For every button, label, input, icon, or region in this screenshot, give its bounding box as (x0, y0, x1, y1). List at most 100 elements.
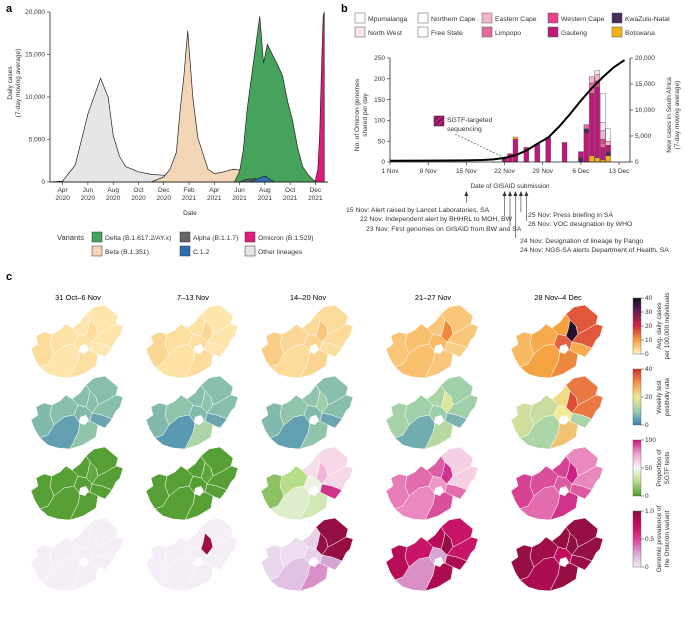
map-14-20-nov (260, 375, 354, 450)
legend-label-alpha-b-1-1-7: Alpha (B.1.1.7) (193, 235, 238, 242)
map-7-13-nov (145, 304, 239, 379)
panel-a-ylabel-line2: (7-day moving average) (15, 49, 22, 118)
panel-b-axes: 0 50 100 150 200 250 0 5,000 10,000 15,000 20,000 1… (374, 55, 655, 175)
panel-a-xtick-year: 2021 (232, 195, 247, 202)
panel-b-ytick-label: 50 (378, 138, 386, 145)
panel-a-xtick-year: 2021 (308, 195, 323, 202)
panel-a-xtick-month: Oct (133, 187, 143, 194)
panel-b-y2tick-label: 10,000 (635, 107, 655, 114)
bar-segment-botswana (605, 155, 611, 163)
lesotho-region (434, 557, 444, 567)
colorbar-label-line1: Weekly test (656, 380, 663, 414)
lesotho-region (79, 415, 89, 425)
colorbar-tick-label: 40 (645, 295, 653, 302)
map-14-20-nov (260, 304, 354, 379)
province-region (91, 536, 124, 562)
timeline-arrowhead (508, 191, 512, 196)
bar-segment-north-west (600, 122, 606, 131)
panel-a-xtick-month: Jun (83, 187, 94, 194)
bar-segment-gauteng (583, 132, 589, 163)
panel-b-bars (501, 70, 611, 163)
colorbar-label-line2: SGTF tests (664, 451, 671, 485)
timeline-entry: 24 Nov: Designation of lineage by Pango (520, 238, 643, 245)
b-legend-label-kwazulu-natal: KwaZulu-Natal (625, 16, 670, 23)
province-region (446, 465, 479, 491)
b-legend-label-limpopo: Limpopo (495, 30, 521, 37)
lesotho-region (309, 344, 319, 354)
province-region (446, 394, 479, 420)
panel-a-axes: 05,00010,00015,00020,000Apr2020Jun2020Au… (25, 9, 328, 202)
panel-a-xtick-month: Aug (259, 187, 271, 194)
sgtf-hatch-swatch (433, 115, 445, 127)
panel-b-y2tick-label: 0 (635, 159, 639, 166)
bar-segment-gauteng (605, 145, 611, 152)
panel-a-ytick-label: 5,000 (29, 137, 46, 144)
lesotho-region (559, 344, 569, 354)
bar-segment-limpopo (583, 124, 589, 129)
panel-c-column-title: 31 Oct–6 Nov (55, 293, 101, 302)
panel-letter-b: b (341, 3, 348, 15)
timeline-entry: 22 Nov: Independent alert by BHHRL to MO… (360, 216, 513, 223)
map-31-oct-6-nov (30, 304, 124, 379)
lesotho-region (434, 415, 444, 425)
bar-segment-northern-cape (605, 128, 611, 142)
bar-day-28 (534, 143, 540, 163)
timeline-entry: 23 Nov: First genomes on GISAID from BW … (366, 226, 522, 233)
province-region (91, 394, 124, 420)
area-omicron-b-1-529 (313, 11, 325, 183)
panel-a-xtick-month: Aug (107, 187, 119, 194)
colorbar-tick-label: 1.0 (645, 508, 654, 515)
bar-segment-gauteng (545, 136, 551, 163)
colorbar-tick-label: 0 (645, 351, 649, 358)
b-legend-swatch-north-west (354, 26, 366, 38)
province-region (91, 323, 124, 349)
map-31-oct-6-nov (30, 446, 124, 521)
bar-day-24 (512, 136, 519, 163)
bar-segment-eastern-cape (600, 130, 606, 140)
panel-c-column-title: 14–20 Nov (290, 293, 327, 302)
b-legend-label-botswana: Botswana (625, 30, 655, 37)
panel-c-column-title: 7–13 Nov (177, 293, 209, 302)
panel-c-column-title: 28 Nov–4 Dec (534, 293, 582, 302)
colorbar-label-line1: Proportion of (656, 449, 663, 486)
timeline-entry: 24 Nov: NGS-SA alerts Department of Heal… (520, 247, 669, 254)
b-legend-swatch-mpumalanga (354, 12, 366, 24)
colorbar (632, 297, 642, 355)
colorbar-tick-label: 10 (645, 337, 653, 344)
map-21-27-nov (385, 517, 479, 592)
legend-label-other-lineages: Other lineages (258, 249, 303, 256)
map-28-nov-4-dec (510, 375, 604, 450)
b-legend-swatch-eastern-cape (481, 12, 493, 24)
legend-title: Variants (57, 233, 84, 242)
map-7-13-nov (145, 446, 239, 521)
bar-day-37 (583, 124, 589, 163)
b-legend-label-western-cape: Western Cape (561, 16, 605, 23)
panel-b-y2tick-label: 5,000 (635, 133, 652, 140)
bar-segment-gauteng (589, 93, 595, 156)
legend-swatch-omicron-b-1-529 (244, 231, 256, 243)
panel-b-xtick-label: 6 Dec (572, 168, 590, 175)
panel-b-ytick-label: 150 (374, 97, 385, 104)
province-region (571, 465, 604, 491)
legend-swatch-other-lineages (244, 245, 256, 257)
timeline-entry: 26 Nov: VOC designation by WHO (528, 221, 632, 228)
bar-segment-gauteng (561, 142, 568, 163)
panel-b-ylabel-line1: No. of Omicron genomes (354, 78, 361, 151)
b-legend-swatch-kwazulu-natal (611, 12, 623, 24)
colorbar-tick-label: 0 (645, 422, 649, 429)
province-region (571, 323, 604, 349)
bar-segment-gauteng (534, 143, 540, 163)
legend-label-beta-b-1-351: Beta (B.1.351) (105, 249, 149, 256)
bar-segment-eastern-cape (589, 76, 595, 84)
b-legend-swatch-western-cape (547, 12, 559, 24)
panel-a-xtick-year: 2021 (283, 195, 298, 202)
bar-segment-eastern-cape (605, 141, 611, 146)
map-31-oct-6-nov (30, 517, 124, 592)
panel-c-column-title: 21–27 Nov (415, 293, 452, 302)
b-legend-label-gauteng: Gauteng (561, 30, 587, 37)
province-region (321, 323, 354, 349)
lesotho-region (194, 415, 204, 425)
legend-swatch-c-1-2 (179, 245, 191, 257)
timeline-arrowhead (524, 191, 529, 196)
